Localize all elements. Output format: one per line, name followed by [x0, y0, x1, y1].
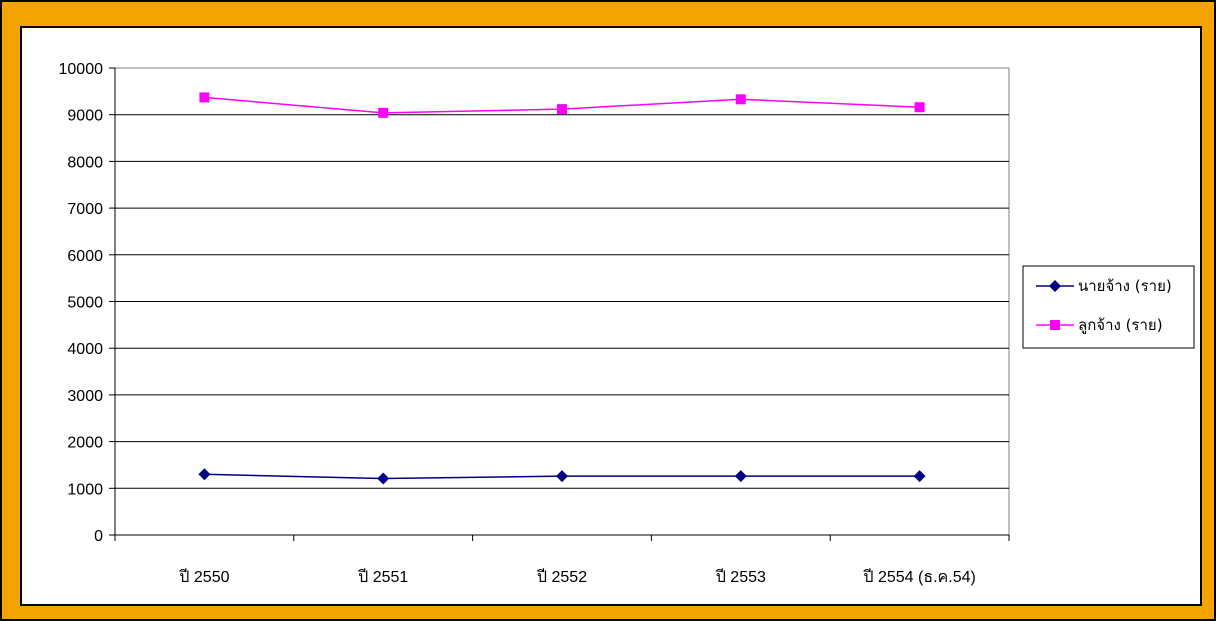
x-tick-label: ปี 2552 — [536, 568, 587, 586]
legend-label-employee: ลูกจ้าง (ราย) — [1078, 316, 1163, 334]
x-tick-label: ปี 2554 (ธ.ค.54) — [863, 568, 976, 586]
x-tick-label: ปี 2550 — [179, 568, 230, 586]
data-point-square — [557, 104, 567, 115]
legend: นายจ้าง (ราย) ลูกจ้าง (ราย) — [1022, 265, 1195, 349]
x-tick-label: ปี 2551 — [358, 568, 409, 586]
y-tick-label: 1000 — [67, 481, 103, 498]
y-tick-label: 0 — [94, 528, 103, 545]
y-tick-label: 3000 — [67, 388, 103, 405]
data-point-diamond — [556, 470, 568, 483]
data-point-diamond — [734, 470, 747, 483]
y-tick-label: 6000 — [67, 248, 103, 265]
series — [198, 92, 926, 485]
legend-marker-employer-diamond — [1049, 280, 1061, 292]
data-point-diamond — [198, 468, 211, 481]
axes: 0 1000 2000 3000 4000 5000 6000 7000 8000 9000 100… — [59, 61, 1010, 586]
y-tick-label: 2000 — [67, 435, 103, 452]
y-tick-label: 5000 — [67, 295, 103, 312]
legend-label-employer: นายจ้าง (ราย) — [1078, 277, 1172, 295]
legend-box — [1022, 265, 1195, 349]
y-tick-label: 4000 — [67, 341, 103, 358]
data-point-diamond — [377, 472, 390, 485]
x-tick-label: ปี 2553 — [715, 568, 766, 586]
data-point-diamond — [913, 470, 926, 483]
data-point-square — [735, 94, 746, 105]
y-tick-label: 10000 — [59, 61, 104, 78]
y-tick-label: 9000 — [67, 108, 103, 125]
y-tick-label: 8000 — [67, 154, 103, 171]
data-point-square — [378, 107, 389, 118]
gridlines — [114, 67, 1010, 536]
data-point-square — [199, 92, 210, 103]
data-point-square — [914, 102, 925, 113]
legend-marker-employee-square — [1050, 320, 1060, 330]
y-tick-label: 7000 — [67, 201, 103, 218]
